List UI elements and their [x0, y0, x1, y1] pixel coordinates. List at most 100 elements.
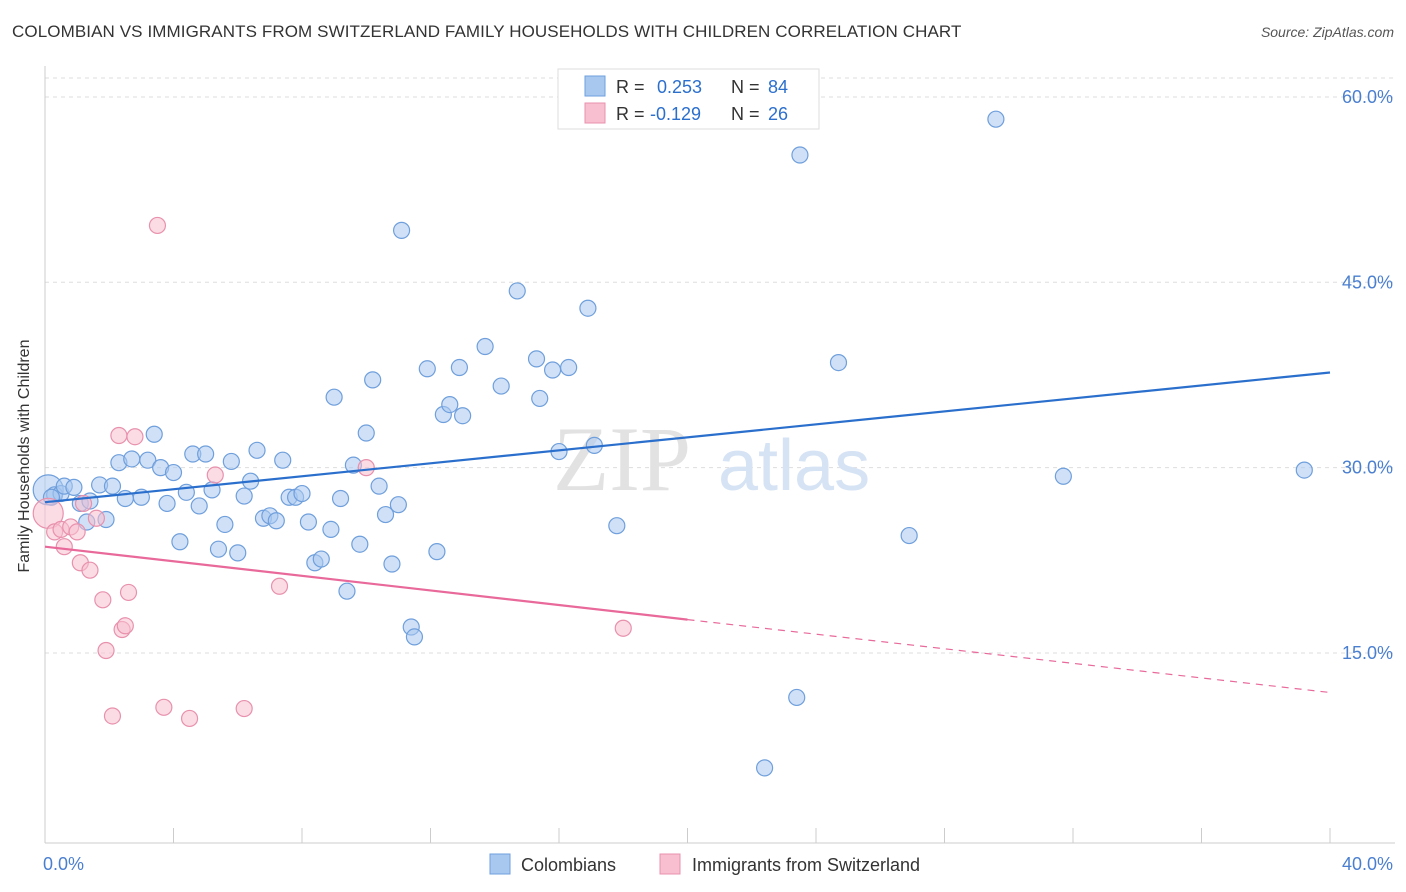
point-switzerland	[55, 538, 73, 556]
legend-swatch-pink	[584, 102, 606, 124]
point-colombians	[209, 540, 228, 558]
point-switzerland	[116, 617, 134, 635]
point-colombians	[987, 110, 1005, 128]
bottom-legend-swatch-pink	[659, 853, 681, 875]
point-colombians	[351, 535, 369, 553]
point-switzerland	[94, 591, 112, 609]
legend-r-label-2: R =	[616, 104, 645, 124]
point-colombians	[338, 582, 356, 600]
bottom-legend-label-switzerland: Immigrants from Switzerland	[692, 855, 920, 875]
point-colombians	[312, 550, 330, 568]
bottom-legend-label-colombians: Colombians	[521, 855, 616, 875]
point-colombians	[197, 445, 215, 463]
legend-r-value-2: -0.129	[650, 104, 701, 124]
point-switzerland	[103, 707, 122, 725]
point-colombians	[579, 299, 597, 317]
legend-r-value-1: 0.253	[657, 77, 702, 97]
point-colombians	[235, 487, 253, 505]
point-colombians	[476, 337, 494, 356]
point-colombians	[274, 451, 292, 469]
data-points	[32, 110, 1313, 777]
point-switzerland	[270, 577, 289, 595]
legend-n-label-2: N =	[731, 104, 760, 124]
point-switzerland	[235, 699, 253, 718]
chart-title: COLOMBIAN VS IMMIGRANTS FROM SWITZERLAND…	[12, 22, 962, 41]
point-switzerland	[614, 619, 632, 637]
legend-box: R = 0.253 N = 84 R = -0.129 N = 26	[557, 68, 820, 130]
point-colombians	[454, 407, 472, 425]
point-colombians	[508, 282, 526, 300]
trend-line-pink-dashed	[687, 619, 1331, 694]
point-colombians	[139, 451, 157, 469]
point-colombians	[103, 477, 122, 495]
point-colombians	[531, 389, 549, 408]
point-colombians	[229, 544, 247, 562]
point-colombians	[441, 396, 459, 414]
y-tick-label: 45.0%	[1342, 272, 1393, 292]
point-colombians	[560, 358, 578, 377]
point-switzerland	[87, 509, 106, 527]
x-tick-label: 40.0%	[1342, 854, 1393, 874]
point-colombians	[123, 450, 141, 468]
point-colombians	[492, 377, 510, 395]
point-colombians	[392, 221, 411, 239]
y-axis-label: Family Households with Children	[16, 339, 33, 573]
point-colombians	[450, 358, 469, 377]
tick-labels: 15.0% 30.0% 45.0% 60.0% 0.0% 40.0%	[43, 87, 1393, 874]
point-colombians	[158, 494, 176, 513]
point-colombians	[755, 759, 774, 777]
point-colombians	[405, 628, 424, 646]
point-colombians	[357, 424, 375, 442]
point-colombians	[829, 353, 848, 372]
point-switzerland	[68, 523, 86, 541]
bottom-legend-swatch-blue	[489, 853, 511, 875]
point-colombians	[527, 350, 546, 368]
point-colombians	[418, 360, 436, 378]
point-colombians	[900, 526, 918, 545]
trend-line-pink	[44, 545, 688, 621]
point-switzerland	[180, 709, 199, 728]
point-colombians	[267, 512, 285, 530]
legend-n-label-1: N =	[731, 77, 760, 97]
grid-lines	[45, 77, 1395, 654]
point-switzerland	[97, 641, 115, 660]
point-switzerland	[206, 466, 224, 484]
legend-swatch-blue	[584, 75, 606, 97]
point-colombians	[216, 515, 234, 534]
legend-r-label-1: R =	[616, 77, 645, 97]
point-colombians	[543, 361, 562, 379]
point-colombians	[222, 452, 240, 471]
chart-source: Source: ZipAtlas.com	[1260, 24, 1394, 40]
point-colombians	[383, 555, 401, 573]
point-switzerland	[81, 561, 99, 579]
point-colombians	[325, 388, 343, 406]
point-colombians	[190, 497, 208, 515]
point-colombians	[299, 513, 318, 531]
point-colombians	[1295, 461, 1313, 479]
legend-n-value-2: 26	[768, 104, 788, 124]
watermark: ZIP atlas	[553, 408, 870, 510]
point-colombians	[364, 371, 382, 389]
watermark-zip: ZIP	[553, 408, 691, 510]
y-tick-label: 30.0%	[1342, 458, 1393, 478]
point-colombians	[788, 688, 806, 707]
point-colombians	[428, 543, 446, 561]
y-tick-label: 60.0%	[1342, 87, 1393, 107]
axes	[44, 66, 1395, 844]
point-colombians	[65, 478, 83, 496]
point-switzerland	[110, 426, 128, 445]
y-tick-label: 15.0%	[1342, 643, 1393, 663]
legend-n-value-1: 84	[768, 77, 788, 97]
point-colombians	[293, 484, 311, 503]
x-tick-label: 0.0%	[43, 854, 84, 874]
point-colombians	[376, 505, 395, 524]
point-colombians	[331, 489, 350, 508]
watermark-atlas: atlas	[718, 426, 870, 506]
trend-line-blue	[44, 371, 1331, 504]
point-colombians	[145, 425, 163, 443]
trend-lines	[44, 371, 1331, 694]
point-switzerland	[126, 428, 144, 446]
point-colombians	[370, 477, 388, 495]
point-switzerland	[119, 583, 138, 602]
